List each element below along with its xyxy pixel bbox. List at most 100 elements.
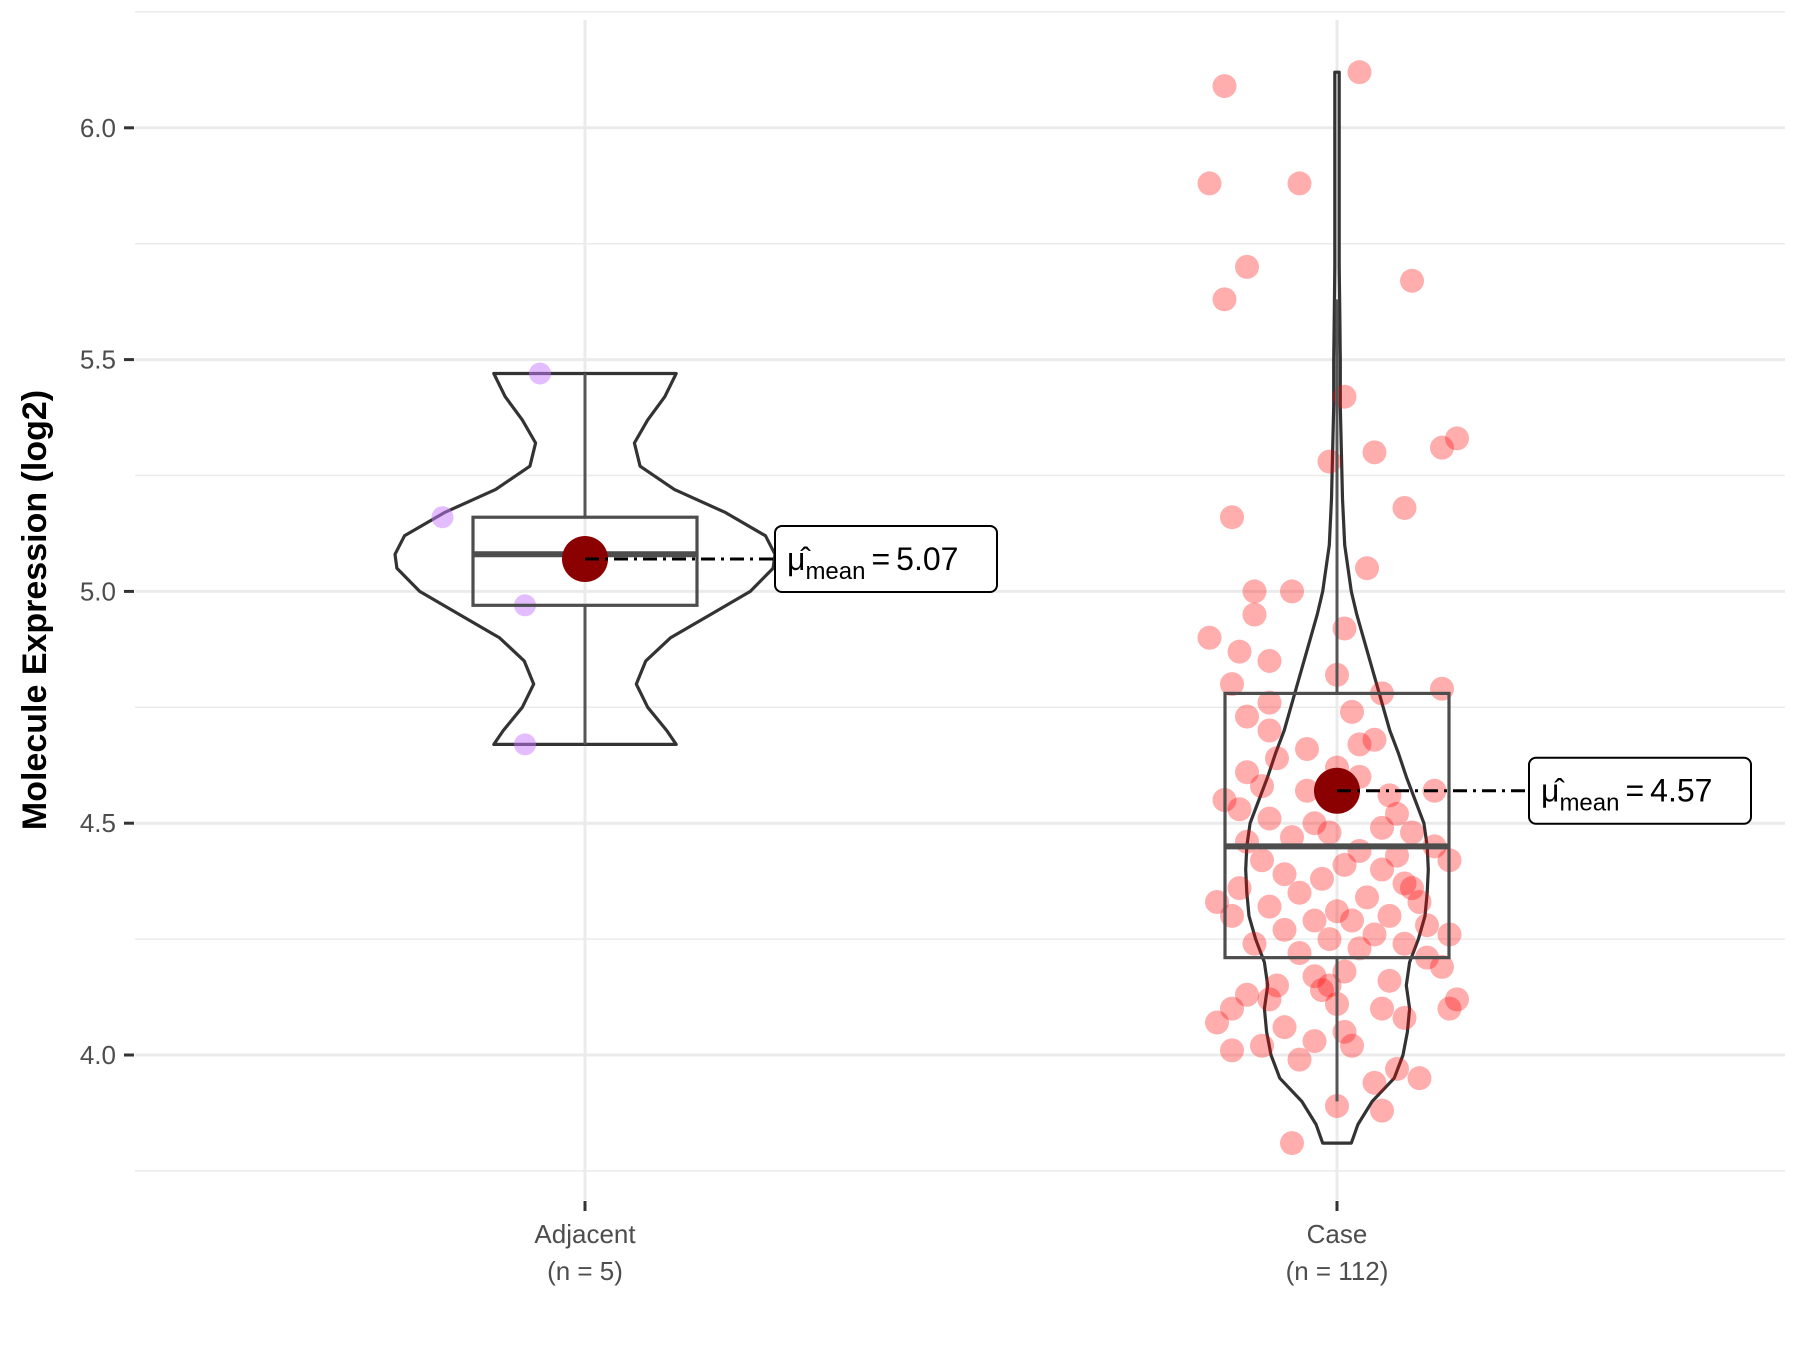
data-point <box>1385 843 1409 868</box>
data-point <box>1235 254 1259 279</box>
data-point <box>1280 579 1304 604</box>
data-point <box>1362 922 1387 947</box>
data-point <box>1287 1047 1312 1072</box>
data-point <box>1362 727 1387 752</box>
data-point <box>1287 941 1312 966</box>
data-point <box>529 362 551 385</box>
data-point <box>1385 801 1409 826</box>
data-point <box>1317 820 1342 845</box>
data-point <box>1347 839 1372 864</box>
data-point <box>1265 746 1289 771</box>
data-point <box>1400 820 1424 845</box>
axis-layer: 4.0 4.5 5.0 5.5 6.0 Adjacent (n = 5) Case (n = 1… <box>80 113 1389 1286</box>
data-point <box>1400 268 1424 293</box>
data-point <box>1317 927 1342 952</box>
data-point <box>1205 890 1229 915</box>
violin-case <box>1244 70 1430 1145</box>
data-point <box>1235 760 1259 785</box>
data-point <box>1280 1131 1304 1156</box>
data-point <box>1295 778 1319 803</box>
data-point <box>1445 426 1469 451</box>
data-point <box>1407 1066 1432 1091</box>
data-point <box>1392 495 1417 520</box>
data-point <box>1227 876 1252 901</box>
data-point <box>1340 699 1364 724</box>
y-tick-label: 4.5 <box>80 808 116 838</box>
data-point <box>1295 737 1319 762</box>
data-point <box>1220 996 1244 1021</box>
data-point <box>1212 287 1237 312</box>
x-tick-count-adjacent: (n = 5) <box>547 1256 623 1286</box>
y-tick-label: 4.0 <box>80 1040 116 1070</box>
data-point <box>1445 987 1469 1012</box>
data-point <box>1370 996 1394 1021</box>
data-point <box>1355 885 1379 910</box>
data-point <box>1310 978 1334 1003</box>
data-point <box>1220 672 1244 697</box>
data-point <box>1257 987 1282 1012</box>
data-point <box>1377 903 1402 928</box>
data-point <box>1235 704 1259 729</box>
data-point <box>514 733 536 756</box>
data-point <box>1340 1033 1364 1058</box>
data-point <box>1280 825 1304 850</box>
data-point <box>1430 954 1454 979</box>
data-point <box>1377 968 1402 993</box>
data-point <box>1355 556 1379 581</box>
data-point <box>1362 1070 1387 1095</box>
data-point <box>1347 732 1372 757</box>
x-tick-label-case: Case <box>1307 1219 1368 1249</box>
data-point <box>1392 1005 1417 1030</box>
mean-label-box <box>774 524 998 593</box>
data-point <box>1242 931 1267 956</box>
data-point <box>1400 876 1424 901</box>
data-point <box>1392 871 1417 896</box>
points-layer <box>431 60 1469 1156</box>
box-case <box>1223 691 1451 960</box>
data-point <box>1227 797 1252 822</box>
data-point <box>1347 936 1372 961</box>
data-point <box>1392 931 1417 956</box>
data-point <box>1235 829 1259 854</box>
data-point <box>1257 648 1282 673</box>
data-point <box>1385 1056 1409 1081</box>
data-point <box>1227 639 1252 664</box>
data-point <box>1212 74 1237 99</box>
y-axis-title: Molecule Expression (log2) <box>16 390 54 830</box>
data-point <box>1257 806 1282 831</box>
data-point <box>1310 866 1334 891</box>
data-point <box>1272 1015 1297 1040</box>
data-point <box>1197 625 1222 650</box>
box-adjacent <box>471 515 699 607</box>
data-point <box>431 506 454 529</box>
data-point <box>1287 880 1312 905</box>
data-point <box>1302 908 1327 933</box>
data-point <box>1242 579 1267 604</box>
data-point <box>1242 602 1267 627</box>
data-point <box>1257 718 1282 743</box>
data-point <box>1415 913 1439 938</box>
violin-adjacent <box>393 371 777 746</box>
data-point <box>1340 908 1364 933</box>
data-point <box>1325 899 1349 924</box>
mean-label-text: μ̂mean = 5.07 <box>787 541 958 585</box>
data-point <box>1197 171 1222 196</box>
grid-layer <box>135 11 1785 1200</box>
data-point <box>1407 890 1432 915</box>
y-tick-label: 6.0 <box>80 113 116 143</box>
data-point <box>1235 982 1259 1007</box>
data-point <box>1362 440 1387 465</box>
data-point <box>1220 1038 1244 1063</box>
data-point <box>1332 852 1357 877</box>
data-point <box>1302 811 1327 836</box>
data-point <box>1370 815 1394 840</box>
y-tick-label: 5.0 <box>80 576 116 606</box>
data-point <box>1287 171 1312 196</box>
data-point <box>1265 973 1289 998</box>
data-point <box>1250 774 1274 799</box>
data-point <box>1272 917 1297 942</box>
data-point <box>1430 435 1454 460</box>
data-point <box>1347 60 1372 85</box>
x-tick-count-case: (n = 112) <box>1286 1256 1389 1286</box>
